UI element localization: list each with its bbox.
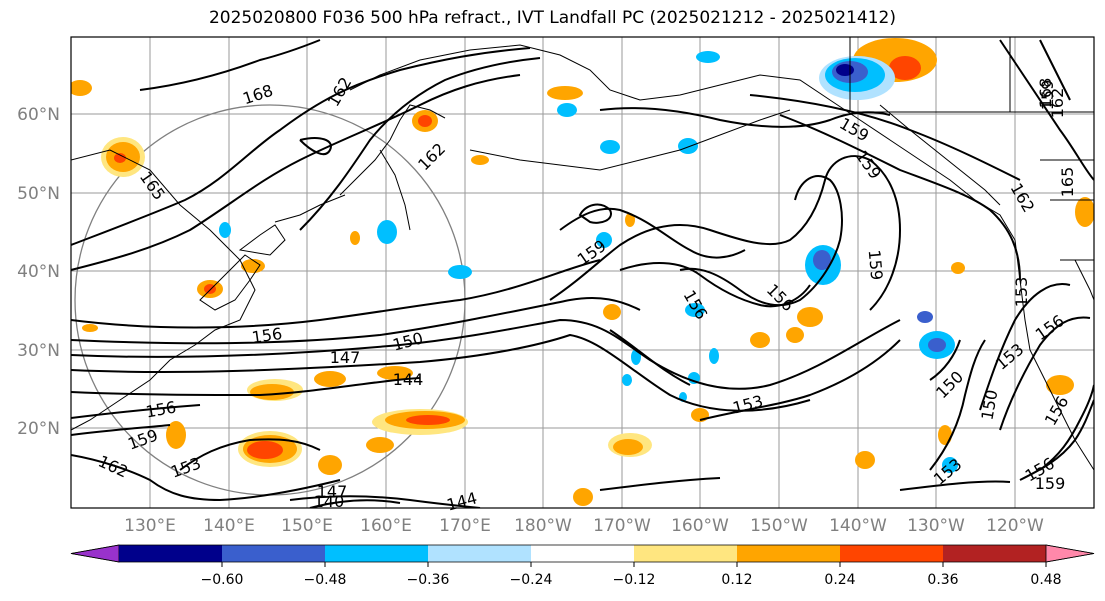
colorbar-tick-label: 0.12 [721,572,752,588]
lon-label-160e: 160°E [360,516,412,536]
colorbar-tick-label: 0.48 [1030,572,1061,588]
lon-label-170e: 170°E [439,516,491,536]
contour-label: 140 [314,492,345,511]
negative-anomaly-shading [219,51,958,473]
map-frame [70,36,1095,509]
lat-label-50: 50°N [17,184,60,204]
lon-label-150e: 150°E [281,516,333,536]
colorbar-tick-label: −0.24 [510,572,553,588]
lon-label-180w: 180°W [514,516,572,536]
colorbar-segment [222,545,326,562]
colorbar-segment [943,545,1047,562]
lon-label-140w: 140°W [829,516,887,536]
height-contours [71,39,1094,508]
lat-label-30: 30°N [17,341,60,361]
lat-label-20: 20°N [17,419,60,439]
contour-label: 159 [1038,80,1057,111]
contour-label: 159 [865,249,887,281]
lat-label-40: 40°N [17,262,60,282]
map-title: 2025020800 F036 500 hPa refract., IVT La… [208,8,896,28]
colorbar-extend-low [70,544,120,563]
longitude-labels: 130°E 140°E 150°E 160°E 170°E 180°W 170°… [124,516,1044,536]
colorbar-segment [325,545,429,562]
colorbar-segment [840,545,944,562]
contour-label: 147 [317,482,348,501]
colorbar-tick-label: −0.60 [201,572,244,588]
colorbar-tick-label: −0.48 [304,572,347,588]
contour-label: 153 [1012,277,1031,308]
colorbar-segment [428,545,532,562]
colorbar-segment [119,545,223,562]
lon-label-130e: 130°E [124,516,176,536]
colorbar-segment [737,545,841,562]
lon-label-130w: 130°W [907,516,965,536]
contour-label: 159 [1035,474,1066,493]
contour-label: 168 [1036,78,1055,109]
colorbar-tick-label: 0.36 [927,572,958,588]
lon-label-160w: 160°W [671,516,729,536]
lat-label-60: 60°N [17,105,60,125]
colorbar-segment [531,545,635,562]
colorbar-extend-high [1045,544,1095,563]
colorbar: −0.60 −0.48 −0.36 −0.24 −0.12 0.12 0.24 0.36 0.4… [70,544,1095,588]
colorbar-tick-label: 0.24 [824,572,855,588]
contour-label: 156 [250,324,283,347]
contour-label: 165 [1058,167,1077,198]
contour-label: 147 [330,348,361,367]
region-boxes [849,37,1094,261]
latitude-labels: 60°N 50°N 40°N 30°N 20°N [17,105,60,439]
map-panel [71,37,1094,508]
colorbar-segment [634,545,738,562]
lon-label-170w: 170°W [593,516,651,536]
lon-label-150w: 150°W [750,516,808,536]
colorbar-outline [70,544,1095,563]
contour-label: 162 [1048,88,1067,119]
lon-label-120w: 120°W [986,516,1044,536]
contour-label: 144 [393,370,424,389]
colorbar-tick-label: −0.36 [407,572,450,588]
colorbar-tick-label: −0.12 [613,572,656,588]
lon-label-140e: 140°E [203,516,255,536]
